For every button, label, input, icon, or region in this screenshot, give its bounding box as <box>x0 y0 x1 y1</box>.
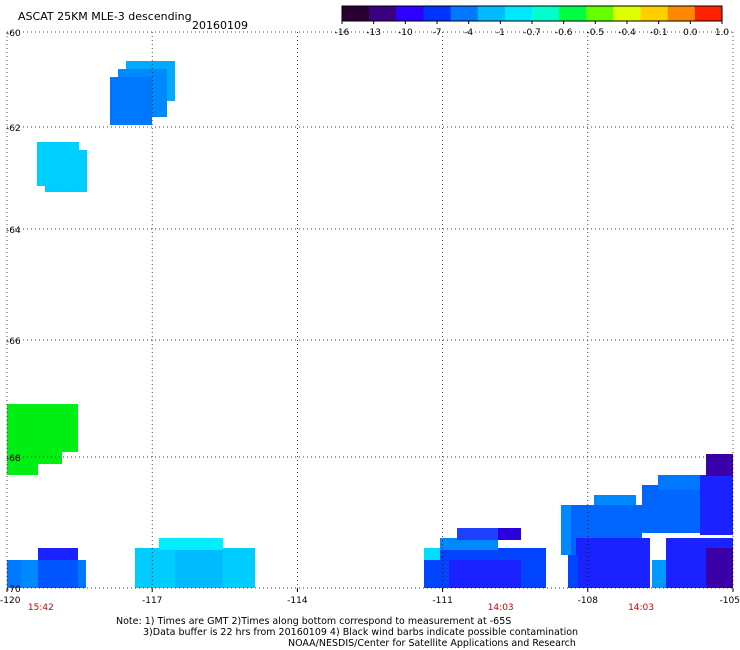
lon-label: -108 <box>578 596 599 606</box>
lon-label: -120 <box>0 596 21 606</box>
lon-label: -117 <box>142 596 162 606</box>
swath-cell <box>7 460 38 475</box>
swath-cell <box>576 538 650 588</box>
colorbar-swatch <box>504 6 533 21</box>
colorbar-swatch <box>396 6 424 21</box>
swath-time-label: 15:42 <box>28 603 54 613</box>
swath-cell <box>700 475 733 535</box>
note-line-1: Note: 1) Times are GMT 2)Times along bot… <box>116 616 512 627</box>
swath-cell <box>37 142 79 186</box>
swath-time-label: 14:03 <box>488 603 514 613</box>
lat-label: -60 <box>6 29 21 39</box>
lat-label: -62 <box>6 124 21 134</box>
swath-cell <box>568 555 578 588</box>
swath-cell <box>38 560 78 588</box>
colorbar-tick-label: -0.4 <box>618 28 636 38</box>
colorbar-swatch <box>477 6 506 21</box>
swath-cell <box>642 485 708 533</box>
swath-cell <box>159 538 223 550</box>
lon-label: -105 <box>720 596 740 606</box>
note-line-2: 3)Data buffer is 22 hrs from 20160109 4)… <box>143 627 579 638</box>
swath-cell <box>7 404 78 452</box>
lat-label: -66 <box>6 337 21 347</box>
note-line-3: NOAA/NESDIS/Center for Satellite Applica… <box>288 638 576 649</box>
colorbar-swatch <box>667 6 696 21</box>
colorbar-swatch <box>586 6 614 21</box>
swath-time-label: 14:03 <box>628 603 654 613</box>
colorbar-tick-label: -13 <box>366 28 381 38</box>
swath-cell <box>21 560 38 588</box>
colorbar-swatch <box>559 6 587 21</box>
colorbar-swatch <box>369 6 397 21</box>
swath-cell <box>110 77 152 125</box>
colorbar-tick-label: -1 <box>496 28 505 38</box>
colorbar-tick-label: -4 <box>464 28 473 38</box>
axis-labels: -120 -117 -114 -111 -108 -105 -60 -62 -64 -66 -68 -… <box>0 29 740 613</box>
colorbar-swatch <box>342 6 370 21</box>
swath-cell <box>706 548 733 588</box>
swath-cell <box>424 548 440 560</box>
colorbar-swatch <box>450 6 479 21</box>
lat-label: -70 <box>6 585 21 595</box>
colorbar-swatch <box>640 6 669 21</box>
colorbar-swatch <box>423 6 452 21</box>
colorbar-tick-label: 0.0 <box>683 28 698 38</box>
lat-label: -68 <box>6 454 21 464</box>
colorbar-tick-label: -7 <box>433 28 442 38</box>
data-gap <box>650 538 666 560</box>
swath-cell <box>498 528 521 540</box>
colorbar-tick-label: -0.5 <box>587 28 605 38</box>
product-title: ASCAT 25KM MLE-3 descending <box>18 10 192 23</box>
lat-label: -64 <box>6 226 21 236</box>
lon-label: -111 <box>432 596 452 606</box>
colorbar-tick-label: 1.0 <box>715 28 730 38</box>
swath-cell <box>38 548 78 560</box>
product-date: 20160109 <box>192 19 248 32</box>
grid-lines <box>6 31 734 589</box>
colorbar-tick-label: -0.7 <box>523 28 541 38</box>
swath-cell <box>449 560 521 588</box>
colorbar-tick-label: -10 <box>398 28 413 38</box>
swath-cell <box>440 538 498 550</box>
swath-data-layer <box>7 61 733 588</box>
colorbar-swatch <box>694 6 723 21</box>
colorbar-tick-label: -16 <box>335 28 350 38</box>
colorbar-swatch <box>532 6 560 21</box>
colorbar-swatch <box>613 6 642 21</box>
swath-cell <box>594 495 636 505</box>
colorbar-tick-label: -0.6 <box>555 28 573 38</box>
swath-cell <box>652 560 666 588</box>
lon-label: -114 <box>287 596 308 606</box>
swath-cell <box>175 550 223 588</box>
swath-cell <box>706 454 733 476</box>
colorbar-tick-label: -0.1 <box>650 28 668 38</box>
swath-cell <box>7 445 62 464</box>
colorbar-legend: -16 -13 -10 -7 -4 -1 -0.7 -0.6 -0.5 -0.4 -0.1 0.0 1.… <box>335 5 730 38</box>
